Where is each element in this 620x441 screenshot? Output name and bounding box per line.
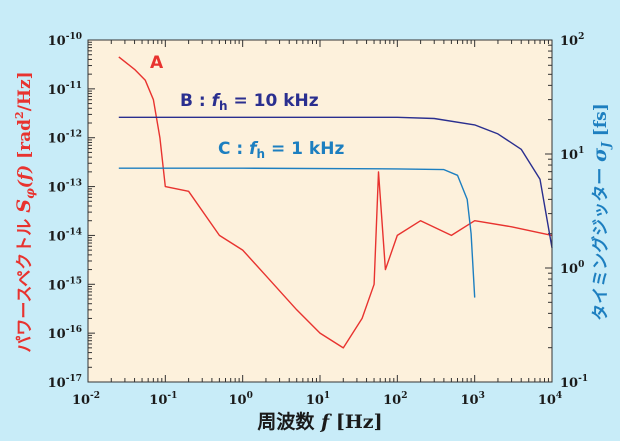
- series-label-a: A: [150, 53, 164, 73]
- x-tick-label-5: 103: [460, 391, 484, 408]
- series-b-line: [118, 116, 553, 249]
- y-right-tick-label-3: 102: [560, 32, 584, 49]
- series-c-line: [118, 167, 476, 298]
- x-tick-label-0: 10-2: [72, 391, 100, 408]
- plot-area: [88, 40, 552, 382]
- x-axis-title: 周波数 f [Hz]: [257, 410, 382, 433]
- y-left-tick-label-7: 10-10: [48, 32, 82, 49]
- plot-frame: [87, 39, 553, 383]
- y-axis-left-title: パワースペクトル Sφ(f) [rad2/Hz]: [13, 71, 37, 352]
- ticks-layer: [87, 39, 553, 383]
- y-left-tick-label-3: 10-14: [48, 227, 82, 244]
- y-left-tick-label-4: 10-13: [48, 179, 82, 196]
- series-label-b: B : fh = 10 kHz: [180, 91, 319, 113]
- x-tick-label-4: 102: [383, 391, 407, 408]
- y-left-tick-label-5: 10-12: [48, 130, 82, 147]
- x-tick-label-1: 10-1: [149, 391, 177, 408]
- y-axis-right-title: タイミングジッター σJ [fs]: [589, 103, 613, 321]
- series-label-c: C : fh = 1 kHz: [218, 139, 344, 161]
- y-right-tick-label-2: 101: [560, 146, 584, 163]
- tick-labels-layer: 10-2 10-1 100 101 102 103 104 10-17 10-16 10-15 10…: [48, 32, 588, 408]
- x-tick-label-3: 101: [306, 391, 330, 408]
- y-right-tick-label-1: 100: [560, 260, 584, 277]
- x-tick-label-2: 100: [228, 391, 252, 408]
- series-layer: [118, 56, 553, 349]
- y-right-tick-label-0: 10-1: [560, 374, 588, 391]
- y-left-tick-label-1: 10-16: [48, 325, 82, 342]
- y-left-tick-label-6: 10-11: [48, 81, 82, 98]
- y-left-tick-label-0: 10-17: [48, 374, 82, 391]
- x-tick-label-6: 104: [538, 391, 562, 408]
- y-left-tick-label-2: 10-15: [48, 276, 82, 293]
- series-a-line: [118, 56, 553, 349]
